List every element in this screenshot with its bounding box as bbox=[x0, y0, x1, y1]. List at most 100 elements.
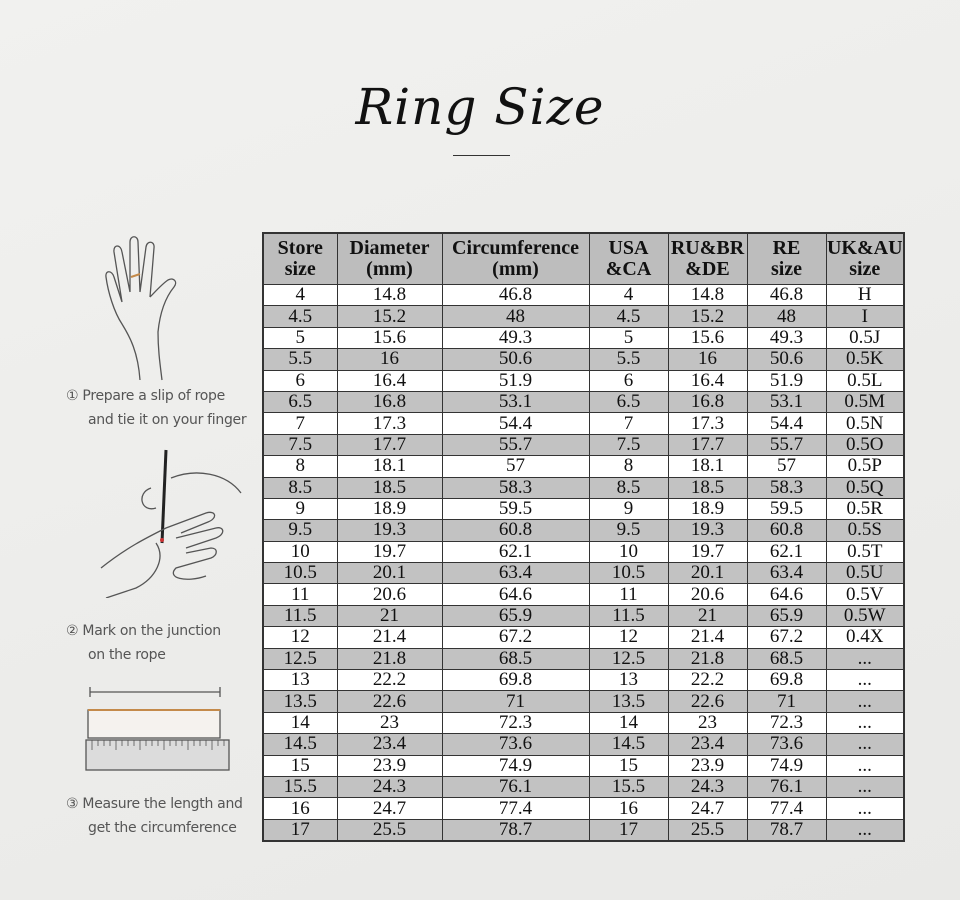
column-header: USA &CA bbox=[588, 232, 669, 285]
table-cell: 15 bbox=[262, 754, 338, 777]
table-cell: 0.5K bbox=[825, 348, 905, 371]
table-cell: 73.6 bbox=[441, 733, 590, 756]
table-cell: ... bbox=[825, 733, 905, 756]
table-cell: 16 bbox=[336, 348, 443, 371]
table-cell: 6 bbox=[588, 369, 669, 392]
table-cell: 46.8 bbox=[746, 283, 827, 307]
table-cell: 22.2 bbox=[667, 669, 748, 692]
table-cell: ... bbox=[825, 797, 905, 820]
table-cell: 71 bbox=[746, 690, 827, 713]
table-cell: 15.2 bbox=[667, 305, 748, 328]
ring-size-table: Store size Diameter (mm) Circumference (mm) US… bbox=[262, 232, 905, 843]
table-cell: 4 bbox=[588, 283, 669, 307]
table-cell: 15.2 bbox=[336, 305, 443, 328]
table-row: 4.5 15.2 48 4.5 15.2 48 I bbox=[262, 305, 905, 328]
table-row: 15 23.9 74.9 15 23.9 74.9... bbox=[262, 754, 905, 777]
table-cell: 64.6 bbox=[746, 583, 827, 606]
table-row: 13 22.2 69.8 13 22.2 69.8... bbox=[262, 669, 905, 692]
table-cell: 13 bbox=[588, 669, 669, 692]
table-cell: 19.3 bbox=[336, 519, 443, 542]
table-cell: 5.5 bbox=[262, 348, 338, 371]
table-cell: 50.6 bbox=[746, 348, 827, 371]
column-header: Store size bbox=[262, 232, 338, 285]
table-cell: 76.1 bbox=[746, 775, 827, 799]
table-cell: 78.7 bbox=[441, 818, 590, 842]
table-cell: 48 bbox=[441, 305, 590, 328]
column-header: Diameter (mm) bbox=[336, 232, 443, 285]
table-cell: 19.3 bbox=[667, 519, 748, 542]
table-cell: 17.7 bbox=[336, 433, 443, 457]
table-cell: 14.5 bbox=[262, 733, 338, 756]
table-cell: 77.4 bbox=[441, 797, 590, 820]
table-cell: 19.7 bbox=[336, 540, 443, 564]
table-cell: 0.5P bbox=[825, 455, 905, 478]
table-cell: 14.8 bbox=[336, 283, 443, 307]
table-cell: 53.1 bbox=[441, 390, 590, 414]
table-cell: 69.8 bbox=[441, 669, 590, 692]
table-cell: 65.9 bbox=[441, 604, 590, 628]
table-cell: 0.4X bbox=[825, 626, 905, 649]
title-divider bbox=[453, 155, 510, 156]
table-cell: 16 bbox=[262, 797, 338, 820]
table-cell: 10.5 bbox=[588, 562, 669, 585]
table-cell: 23 bbox=[667, 711, 748, 735]
table-cell: ... bbox=[825, 647, 905, 671]
table-cell: ... bbox=[825, 775, 905, 799]
table-cell: 11.5 bbox=[262, 604, 338, 628]
table-row: 9 18.9 59.5 9 18.9 59.5 0.5R bbox=[262, 497, 905, 521]
table-cell: 0.5V bbox=[825, 583, 905, 606]
table-cell: 15.5 bbox=[588, 775, 669, 799]
table-cell: 23.9 bbox=[336, 754, 443, 777]
table-cell: 74.9 bbox=[441, 754, 590, 777]
table-cell: 59.5 bbox=[441, 497, 590, 521]
table-cell: 54.4 bbox=[746, 412, 827, 435]
table-cell: 0.5T bbox=[825, 540, 905, 564]
table-cell: 60.8 bbox=[746, 519, 827, 542]
table-cell: 0.5O bbox=[825, 433, 905, 457]
table-cell: 6 bbox=[262, 369, 338, 392]
table-cell: 72.3 bbox=[441, 711, 590, 735]
table-cell: 8 bbox=[588, 455, 669, 478]
table-cell: 4.5 bbox=[262, 305, 338, 328]
table-cell: 9.5 bbox=[262, 519, 338, 542]
table-cell: 8.5 bbox=[588, 476, 669, 499]
table-cell: 64.6 bbox=[441, 583, 590, 606]
table-cell: 7 bbox=[588, 412, 669, 435]
table-row: 16 24.7 77.4 16 24.7 77.4... bbox=[262, 797, 905, 820]
table-cell: 24.3 bbox=[336, 775, 443, 799]
table-cell: 0.5L bbox=[825, 369, 905, 392]
step-3-instruction: ③ Measure the length and get the circumf… bbox=[66, 796, 243, 836]
table-cell: 0.5N bbox=[825, 412, 905, 435]
table-cell: 0.5M bbox=[825, 390, 905, 414]
table-cell: 71 bbox=[441, 690, 590, 713]
table-cell: 4.5 bbox=[588, 305, 669, 328]
table-cell: 25.5 bbox=[336, 818, 443, 842]
table-cell: 49.3 bbox=[441, 326, 590, 350]
table-cell: 15 bbox=[588, 754, 669, 777]
table-cell: 58.3 bbox=[441, 476, 590, 499]
table-cell: 22.6 bbox=[336, 690, 443, 713]
table-row: 5.5 16 50.6 5.5 16 50.6 0.5K bbox=[262, 348, 905, 371]
column-header: Circumference (mm) bbox=[441, 232, 590, 285]
table-row: 5 15.6 49.3 5 15.6 49.3 0.5J bbox=[262, 326, 905, 350]
table-cell: 11 bbox=[588, 583, 669, 606]
table-cell: 25.5 bbox=[667, 818, 748, 842]
table-cell: 6.5 bbox=[262, 390, 338, 414]
table-cell: 16.8 bbox=[667, 390, 748, 414]
table-cell: 8 bbox=[262, 455, 338, 478]
table-cell: 77.4 bbox=[746, 797, 827, 820]
table-cell: 13 bbox=[262, 669, 338, 692]
step-2-instruction: ② Mark on the junction on the rope bbox=[66, 623, 221, 663]
table-cell: 63.4 bbox=[746, 562, 827, 585]
table-cell: I bbox=[825, 305, 905, 328]
table-cell: 67.2 bbox=[746, 626, 827, 649]
table-cell: 7 bbox=[262, 412, 338, 435]
table-cell: 21.4 bbox=[336, 626, 443, 649]
table-cell: 13.5 bbox=[588, 690, 669, 713]
table-cell: 60.8 bbox=[441, 519, 590, 542]
table-cell: 16 bbox=[588, 797, 669, 820]
table-cell: 48 bbox=[746, 305, 827, 328]
table-cell: 23 bbox=[336, 711, 443, 735]
table-cell: 17 bbox=[588, 818, 669, 842]
hand-with-rope-icon bbox=[105, 236, 177, 381]
